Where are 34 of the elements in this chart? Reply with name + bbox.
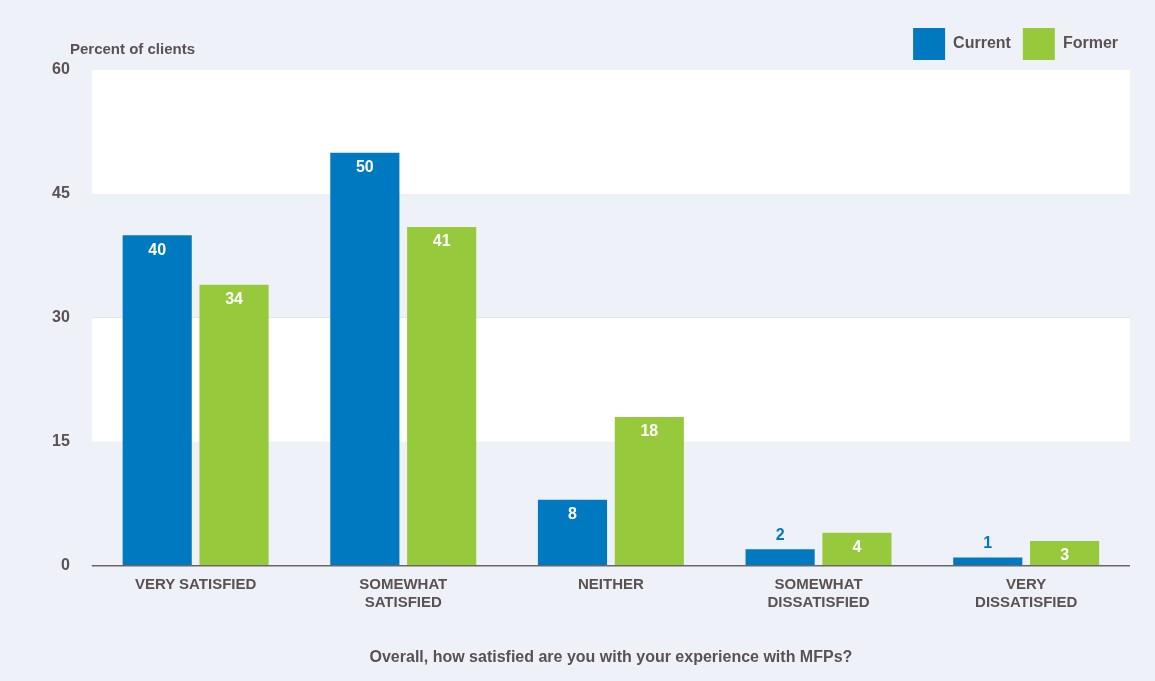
data-label: 4: [852, 538, 862, 556]
y-tick-label: 45: [52, 184, 70, 202]
data-label: 18: [640, 422, 659, 440]
x-tick-label: NEITHER: [577, 574, 644, 592]
data-label: 34: [225, 290, 244, 308]
bar: [407, 227, 477, 566]
y-tick-label: 15: [52, 432, 70, 450]
x-tick-label: SOMEWHAT SATISFIED: [359, 574, 448, 610]
x-tick-label: SOMEWHAT DISSATISFIED: [767, 574, 870, 610]
data-label: 2: [775, 525, 785, 543]
x-axis-title: Overall, how satisfied are you with your experience with MFPs?: [369, 647, 853, 665]
legend-label: Former: [1062, 34, 1118, 52]
y-tick-label: 60: [52, 60, 70, 78]
data-label: 8: [568, 505, 578, 523]
bar: [330, 152, 400, 566]
bar: [822, 532, 892, 566]
data-label: 41: [432, 232, 451, 250]
bar: [199, 284, 269, 566]
legend-label: Current: [953, 34, 1012, 52]
bar: [1030, 541, 1100, 566]
bar: [953, 557, 1023, 566]
bar: [122, 235, 192, 566]
data-label: 40: [148, 240, 167, 258]
bar: [614, 417, 684, 566]
data-label: 50: [355, 158, 374, 176]
y-axis-title: Percent of clients: [70, 40, 196, 58]
data-label: 3: [1060, 545, 1070, 563]
x-tick-label: VERY SATISFIED: [134, 574, 257, 592]
y-tick-label: 30: [52, 308, 70, 326]
data-label: 1: [983, 533, 993, 551]
y-tick-label: 0: [60, 556, 70, 574]
bar: [537, 499, 608, 566]
bar: [745, 549, 815, 566]
x-tick-label: VERY DISSATISFIED: [975, 574, 1078, 610]
